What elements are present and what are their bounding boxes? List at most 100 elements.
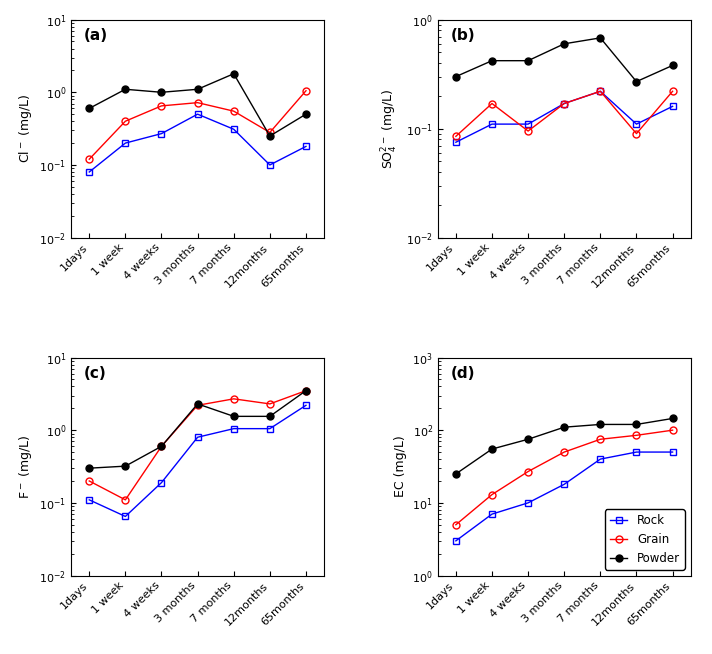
Y-axis label: EC (mg/L): EC (mg/L): [394, 436, 407, 498]
Rock: [194, 434, 202, 441]
Rock: [302, 143, 310, 150]
Grain: [302, 87, 310, 95]
Line: Grain: Grain: [85, 387, 310, 504]
Powder: [85, 105, 93, 112]
Powder: [632, 78, 641, 86]
Grain: [524, 127, 533, 135]
Rock: [524, 499, 533, 507]
Line: Grain: Grain: [85, 87, 310, 163]
Grain: [157, 442, 166, 450]
Rock: [266, 161, 274, 169]
Grain: [85, 155, 93, 163]
Rock: [669, 448, 677, 456]
Powder: [451, 73, 460, 80]
Grain: [266, 129, 274, 137]
Rock: [157, 479, 166, 487]
Powder: [596, 34, 604, 42]
Grain: [632, 129, 641, 137]
Powder: [632, 421, 641, 428]
Powder: [85, 464, 93, 472]
Text: (c): (c): [84, 366, 107, 381]
Powder: [560, 40, 568, 48]
Rock: [266, 424, 274, 432]
Line: Rock: Rock: [85, 111, 310, 175]
Y-axis label: F$^-$ (mg/L): F$^-$ (mg/L): [17, 434, 33, 499]
Rock: [451, 138, 460, 146]
Rock: [524, 120, 533, 128]
Powder: [451, 470, 460, 478]
Powder: [302, 387, 310, 394]
Grain: [451, 132, 460, 140]
Grain: [302, 387, 310, 394]
Grain: [229, 395, 238, 403]
Rock: [121, 139, 130, 147]
Rock: [560, 99, 568, 107]
Grain: [121, 496, 130, 504]
Rock: [488, 510, 496, 518]
Rock: [229, 126, 238, 133]
Grain: [524, 468, 533, 475]
Powder: [524, 57, 533, 65]
Powder: [229, 70, 238, 78]
Rock: [157, 129, 166, 137]
Powder: [266, 132, 274, 140]
Grain: [194, 99, 202, 107]
Line: Rock: Rock: [85, 402, 310, 520]
Line: Powder: Powder: [85, 387, 310, 472]
Grain: [632, 432, 641, 439]
Powder: [229, 413, 238, 421]
Powder: [596, 421, 604, 428]
Rock: [632, 120, 641, 128]
Grain: [560, 99, 568, 107]
Rock: [85, 496, 93, 504]
Legend: Rock, Grain, Powder: Rock, Grain, Powder: [605, 509, 685, 570]
Powder: [302, 111, 310, 118]
Grain: [669, 88, 677, 95]
Y-axis label: SO$_4^{2-}$ (mg/L): SO$_4^{2-}$ (mg/L): [380, 88, 400, 169]
Grain: [669, 426, 677, 434]
Text: (b): (b): [451, 28, 475, 43]
Grain: [488, 490, 496, 498]
Rock: [302, 402, 310, 409]
Line: Rock: Rock: [452, 88, 676, 146]
Rock: [488, 120, 496, 128]
Powder: [488, 445, 496, 453]
Powder: [121, 462, 130, 470]
Grain: [85, 477, 93, 485]
Line: Powder: Powder: [452, 35, 676, 85]
Powder: [669, 61, 677, 69]
Rock: [229, 424, 238, 432]
Text: (a): (a): [84, 28, 108, 43]
Grain: [121, 117, 130, 125]
Grain: [560, 448, 568, 456]
Powder: [266, 413, 274, 421]
Grain: [488, 99, 496, 107]
Text: (d): (d): [451, 366, 475, 381]
Line: Grain: Grain: [452, 426, 676, 528]
Rock: [596, 88, 604, 95]
Powder: [669, 415, 677, 422]
Rock: [121, 513, 130, 521]
Powder: [157, 442, 166, 450]
Rock: [596, 455, 604, 463]
Line: Powder: Powder: [85, 70, 310, 139]
Grain: [451, 521, 460, 528]
Rock: [85, 168, 93, 176]
Rock: [632, 448, 641, 456]
Powder: [488, 57, 496, 65]
Powder: [194, 400, 202, 408]
Grain: [596, 88, 604, 95]
Grain: [194, 402, 202, 409]
Rock: [451, 537, 460, 545]
Powder: [157, 88, 166, 96]
Rock: [194, 111, 202, 118]
Grain: [229, 107, 238, 115]
Y-axis label: Cl$^-$ (mg/L): Cl$^-$ (mg/L): [17, 94, 33, 164]
Powder: [524, 436, 533, 443]
Grain: [266, 400, 274, 408]
Grain: [157, 102, 166, 110]
Line: Rock: Rock: [452, 449, 676, 544]
Rock: [560, 481, 568, 489]
Powder: [194, 86, 202, 94]
Grain: [596, 436, 604, 443]
